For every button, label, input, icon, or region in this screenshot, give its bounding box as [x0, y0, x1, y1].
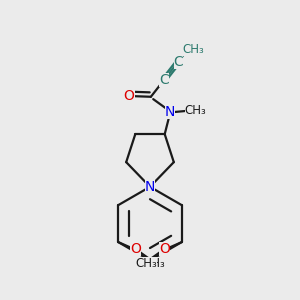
Text: CH₃: CH₃: [135, 257, 157, 270]
Text: O: O: [124, 89, 134, 103]
Text: CH₃: CH₃: [143, 257, 165, 270]
Text: CH₃: CH₃: [182, 43, 204, 56]
Text: O: O: [159, 242, 170, 256]
Text: O: O: [130, 242, 141, 256]
Text: N: N: [165, 105, 175, 119]
Text: CH₃: CH₃: [185, 104, 206, 117]
Text: C: C: [159, 73, 169, 87]
Text: C: C: [174, 55, 183, 68]
Text: N: N: [145, 180, 155, 194]
